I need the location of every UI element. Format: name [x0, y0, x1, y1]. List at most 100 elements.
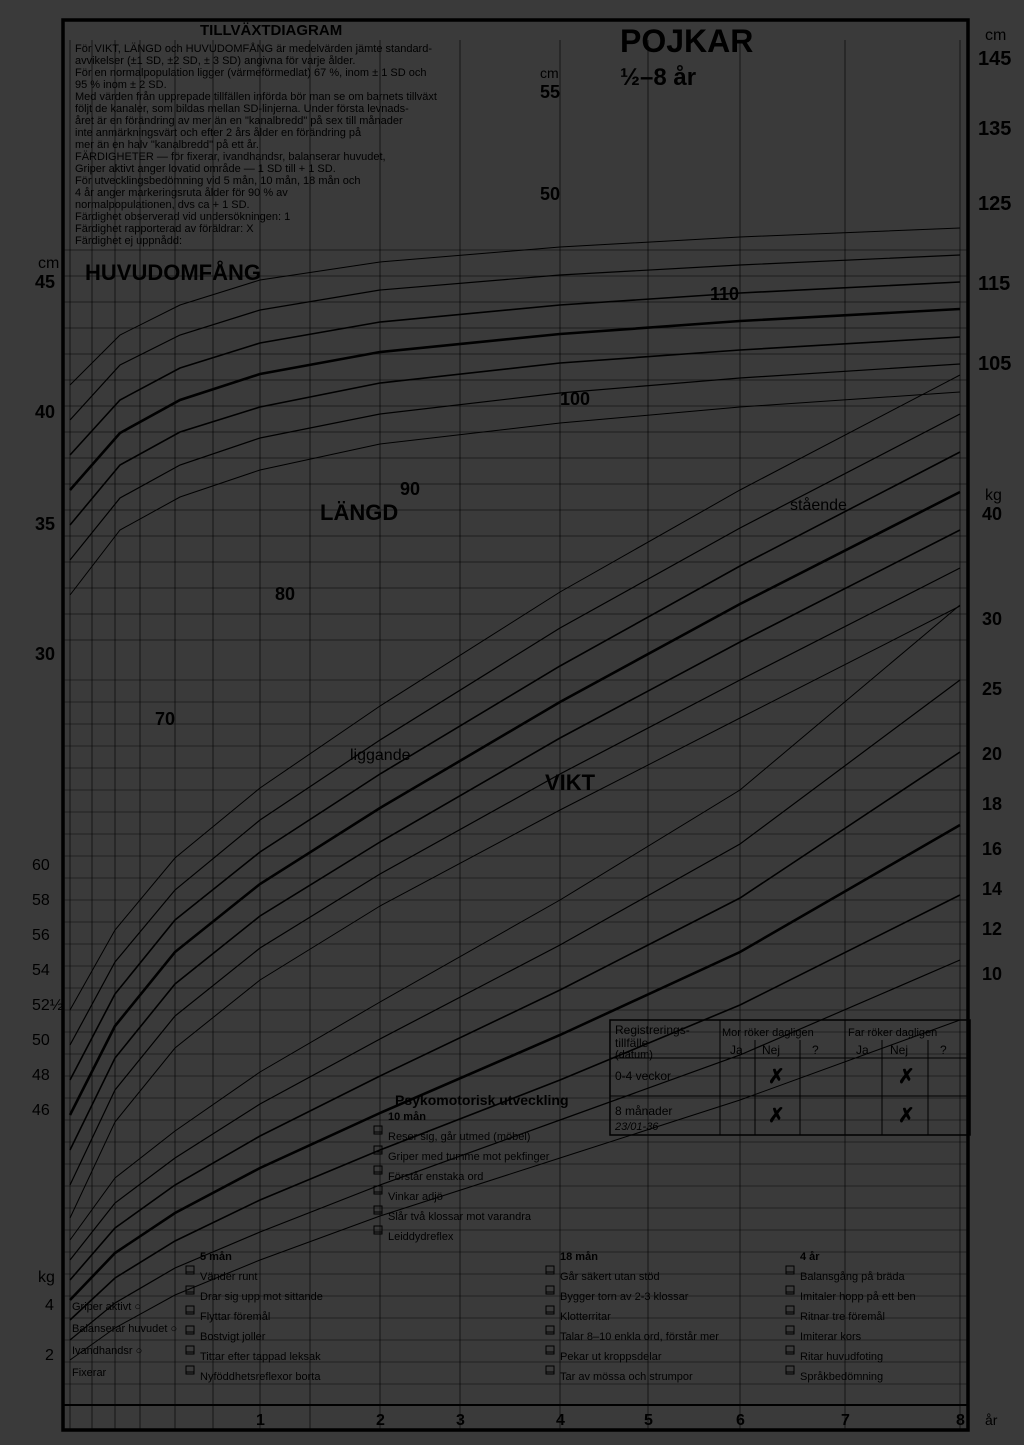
inner-cm-50: 50 [540, 184, 560, 204]
svg-text:80: 80 [275, 584, 295, 604]
left-axis-kg: 42 [45, 1297, 54, 1364]
svg-text:60: 60 [32, 857, 50, 874]
svg-text:Imiterar kors: Imiterar kors [800, 1331, 862, 1343]
svg-text:avvikelser (±1 SD, ±2 SD, ± 3: avvikelser (±1 SD, ±2 SD, ± 3 SD) angivn… [75, 55, 355, 67]
svg-text:18 mån: 18 mån [560, 1251, 598, 1263]
left-unit-kg: kg [38, 1269, 55, 1286]
svg-text:25: 25 [982, 679, 1002, 699]
svg-text:58: 58 [32, 892, 50, 909]
svg-text:35: 35 [35, 514, 55, 534]
svg-text:18: 18 [982, 794, 1002, 814]
svg-text:2: 2 [376, 1412, 385, 1429]
svg-text:normalpopulationen, dvs ca + 1: normalpopulationen, dvs ca + 1 SD. [75, 199, 250, 211]
svg-text:5: 5 [644, 1412, 653, 1429]
unit-right-cm: cm [985, 27, 1006, 44]
svg-text:105: 105 [978, 353, 1011, 375]
svg-text:Fixerar: Fixerar [72, 1367, 107, 1379]
svg-text:54: 54 [32, 962, 50, 979]
svg-text:Färdighet ej uppnådd:: Färdighet ej uppnådd: [75, 235, 182, 247]
chart-subject: POJKAR [620, 23, 753, 59]
label-huvud: HUVUDOMFÅNG [85, 259, 261, 285]
svg-text:Ivandhandsr ○: Ivandhandsr ○ [72, 1345, 142, 1357]
svg-text:6: 6 [736, 1412, 745, 1429]
label-langd: LÄNGD [320, 500, 398, 525]
svg-text:✗: ✗ [768, 1105, 785, 1127]
age-unit: år [985, 1412, 998, 1428]
svg-text:Balanserar huvudet ○: Balanserar huvudet ○ [72, 1323, 177, 1335]
reg-nej1: Nej [762, 1043, 780, 1057]
svg-text:Griper aktivt anger lovatid om: Griper aktivt anger lovatid område — 1 S… [75, 163, 336, 175]
svg-text:inte anmärkningsvärt och efter: inte anmärkningsvärt och efter 2 års åld… [75, 127, 362, 139]
svg-text:Tar av mössa och strumpor: Tar av mössa och strumpor [560, 1371, 693, 1383]
svg-text:Bygger torn av 2-3 klossar: Bygger torn av 2-3 klossar [560, 1291, 689, 1303]
svg-text:4 år anger markeringsruta ålde: 4 år anger markeringsruta ålder för 90 %… [75, 187, 288, 199]
reg-r2: 8 månader [615, 1104, 672, 1118]
chart-title: TILLVÄXTDIAGRAM [200, 22, 342, 39]
label-vikt: VIKT [545, 770, 596, 795]
svg-text:Bostvigt joller: Bostvigt joller [200, 1331, 266, 1343]
svg-text:Färdighet rapporterad av föräl: Färdighet rapporterad av föräldrar: X [75, 223, 254, 235]
svg-text:Reser sig, går utmed (möbel): Reser sig, går utmed (möbel) [388, 1131, 530, 1143]
svg-text:Leiddydreflex: Leiddydreflex [388, 1231, 454, 1243]
svg-text:Vinkar adjö: Vinkar adjö [388, 1191, 443, 1203]
svg-text:✗: ✗ [898, 1066, 915, 1088]
svg-text:90: 90 [400, 479, 420, 499]
left-axis-head: 45 40 35 30 [35, 272, 55, 664]
svg-text:52½: 52½ [32, 997, 63, 1014]
age-axis: 12345678 [63, 1405, 968, 1429]
intro-text: För VIKT, LÄNGD och HUVUDOMFÅNG är medel… [75, 42, 437, 247]
svg-text:Går säkert utan stöd: Går säkert utan stöd [560, 1271, 660, 1283]
svg-text:Med värden från upprepade till: Med värden från upprepade tillfällen inf… [75, 91, 437, 103]
svg-text:45: 45 [35, 272, 55, 292]
svg-text:Färdighet observerad vid under: Färdighet observerad vid undersökningen:… [75, 211, 290, 223]
svg-text:70: 70 [155, 709, 175, 729]
val-right-145: 145 [978, 48, 1011, 70]
right-axis-cm: 135 125 115 105 [978, 118, 1011, 375]
inner-cm-unit: cm [540, 65, 559, 81]
chart-age-range: ½–8 år [620, 64, 696, 91]
svg-text:Vänder runt: Vänder runt [200, 1271, 257, 1283]
mid-length-ticks: 110100908070 [155, 284, 739, 729]
svg-text:10 mån: 10 mån [388, 1111, 426, 1123]
svg-text:För utvecklingsbedömning vid 5: För utvecklingsbedömning vid 5 mån, 10 m… [75, 175, 361, 187]
svg-text:4: 4 [45, 1297, 54, 1314]
reg-q1: ? [812, 1043, 819, 1057]
svg-text:125: 125 [978, 193, 1011, 215]
svg-text:För VIKT, LÄNGD och HUVUDOMFÅN: För VIKT, LÄNGD och HUVUDOMFÅNG är medel… [75, 42, 432, 55]
svg-text:mer än en halv "kanalbredd" på: mer än en halv "kanalbredd" på ett år. [75, 139, 259, 151]
label-staende: stående [790, 496, 847, 514]
svg-text:30: 30 [35, 644, 55, 664]
svg-text:Förstår enstaka ord: Förstår enstaka ord [388, 1171, 483, 1183]
svg-text:40: 40 [982, 504, 1002, 524]
svg-text:7: 7 [841, 1412, 850, 1429]
svg-text:40: 40 [35, 402, 55, 422]
svg-text:Griper aktivt ○: Griper aktivt ○ [72, 1301, 141, 1313]
svg-text:följt de kanaler, som bildas m: följt de kanaler, som bildas mellan SD-l… [75, 103, 409, 115]
svg-text:46: 46 [32, 1102, 50, 1119]
svg-text:Språkbedömning: Språkbedömning [800, 1371, 883, 1383]
svg-text:48: 48 [32, 1067, 50, 1084]
svg-text:Pekar ut kroppsdelar: Pekar ut kroppsdelar [560, 1351, 662, 1363]
svg-text:2: 2 [45, 1347, 54, 1364]
svg-text:16: 16 [982, 839, 1002, 859]
svg-text:FÄRDIGHETER — för fixerar, iva: FÄRDIGHETER — för fixerar, ivandhandsr, … [75, 151, 386, 163]
svg-text:115: 115 [978, 273, 1010, 295]
growth-curves [70, 228, 960, 1360]
svg-text:Flyttar föremål: Flyttar föremål [200, 1311, 270, 1323]
svg-text:✗: ✗ [898, 1105, 915, 1127]
svg-text:20: 20 [982, 744, 1002, 764]
svg-text:Ritnar tre föremål: Ritnar tre föremål [800, 1311, 885, 1323]
reg-ja2: Ja [856, 1043, 869, 1057]
svg-text:Balansgång på bräda: Balansgång på bräda [800, 1271, 905, 1283]
svg-text:1: 1 [256, 1412, 265, 1429]
svg-text:året är en förändring av mer ä: året är en förändring av mer än en "kana… [75, 115, 403, 127]
svg-text:Ritar huvudfoting: Ritar huvudfoting [800, 1351, 883, 1363]
right-axis-kg: 403025201816141210 [982, 504, 1002, 984]
left-axis-length: 6058565452½504846 [32, 857, 63, 1119]
svg-text:135: 135 [978, 118, 1011, 140]
svg-text:50: 50 [32, 1032, 50, 1049]
svg-text:3: 3 [456, 1412, 465, 1429]
svg-text:Tittar efter tappad leksak: Tittar efter tappad leksak [200, 1351, 321, 1363]
svg-text:12: 12 [982, 919, 1002, 939]
svg-text:Drar sig upp mot sittande: Drar sig upp mot sittande [200, 1291, 323, 1303]
